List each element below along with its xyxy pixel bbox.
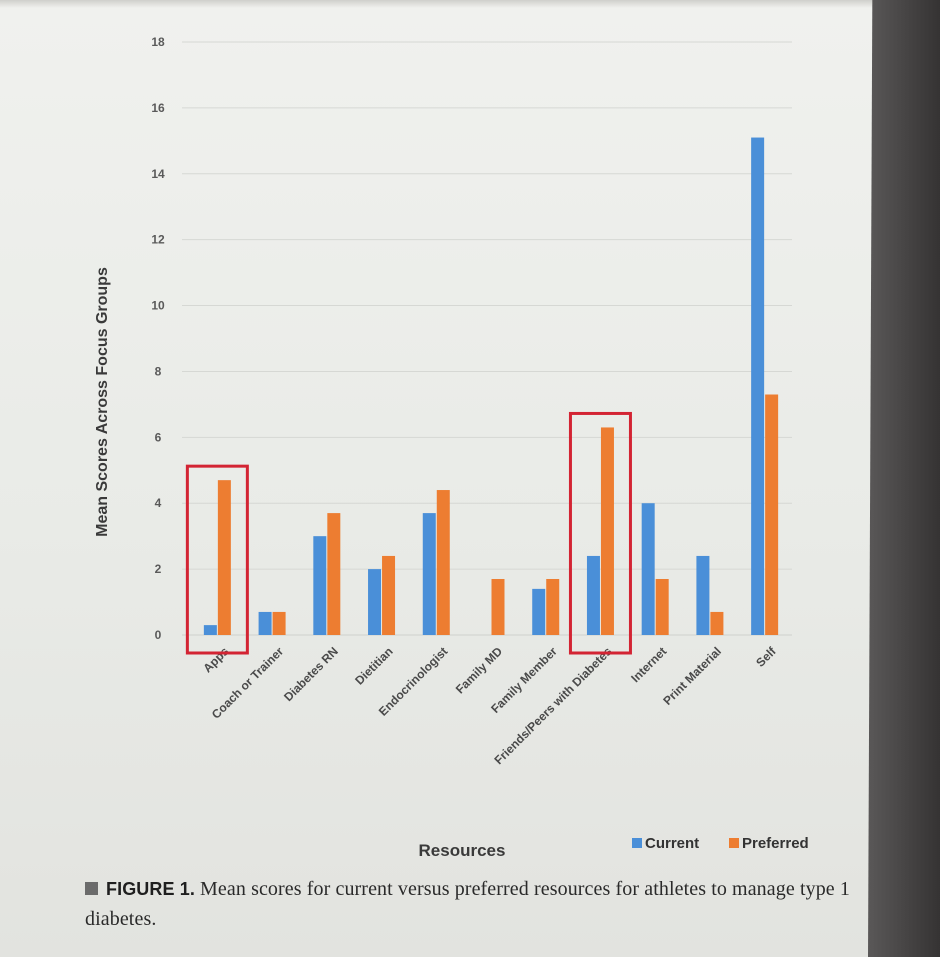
x-tick-label: Family MD bbox=[453, 644, 506, 697]
bar-preferred bbox=[600, 427, 614, 635]
x-tick-label: Self bbox=[753, 644, 779, 670]
gridlines bbox=[182, 41, 792, 636]
legend-swatch-preferred bbox=[729, 838, 739, 848]
legend-label-preferred: Preferred bbox=[742, 835, 809, 852]
bar-current bbox=[313, 536, 327, 635]
y-tick-label: 18 bbox=[151, 35, 165, 49]
bar-preferred bbox=[710, 611, 724, 635]
y-tick-label: 14 bbox=[151, 167, 165, 181]
highlight-box bbox=[568, 411, 632, 655]
figure-caption: FIGURE 1. Mean scores for current versus… bbox=[85, 874, 885, 934]
bar-preferred bbox=[382, 555, 396, 635]
highlight-box bbox=[185, 464, 249, 655]
bar-preferred bbox=[765, 394, 779, 635]
x-tick-label: Diabetes RN bbox=[281, 644, 341, 704]
y-tick-label: 4 bbox=[155, 496, 162, 510]
bar-preferred bbox=[327, 513, 341, 635]
legend-swatch-current bbox=[632, 838, 642, 848]
x-axis-title: Resources bbox=[419, 841, 506, 860]
highlight-boxes bbox=[185, 411, 632, 655]
x-tick-label: Friends/Peers with Diabetes bbox=[491, 644, 614, 767]
x-tick-label: Print Material bbox=[660, 644, 724, 708]
bar-preferred bbox=[217, 480, 231, 635]
x-tick-label: Dietitian bbox=[352, 644, 395, 687]
y-axis-title: Mean Scores Across Focus Groups bbox=[94, 267, 111, 537]
y-tick-labels: 0 2 4 6 8 10 12 14 16 18 bbox=[151, 35, 165, 642]
y-tick-label: 0 bbox=[155, 628, 162, 642]
caption-text: Mean scores for current versus preferred… bbox=[85, 878, 850, 930]
caption-square-icon bbox=[85, 882, 98, 895]
x-tick-label: Internet bbox=[628, 644, 669, 685]
bar-current bbox=[258, 611, 272, 635]
x-tick-label: Apps bbox=[200, 644, 231, 675]
legend-label-current: Current bbox=[645, 835, 699, 852]
bar-preferred bbox=[546, 578, 560, 635]
bar-preferred bbox=[655, 578, 669, 635]
bar-preferred bbox=[272, 611, 286, 635]
y-tick-label: 6 bbox=[155, 430, 162, 444]
y-tick-label: 12 bbox=[151, 233, 165, 247]
bar-current bbox=[641, 503, 655, 635]
figure-label: FIGURE 1. bbox=[106, 879, 195, 899]
legend: Current Preferred bbox=[632, 835, 809, 852]
screen-edge bbox=[868, 0, 940, 957]
bar-preferred bbox=[436, 490, 450, 635]
bar-current bbox=[368, 569, 382, 635]
bar-preferred bbox=[491, 578, 505, 635]
y-tick-label: 2 bbox=[155, 562, 162, 576]
bar-current bbox=[203, 625, 217, 635]
y-tick-label: 8 bbox=[155, 364, 162, 378]
y-tick-label: 16 bbox=[151, 101, 165, 115]
slide-top-shadow bbox=[0, 0, 880, 8]
y-tick-label: 10 bbox=[151, 299, 165, 313]
bar-current bbox=[751, 137, 765, 636]
bar-current bbox=[422, 513, 436, 635]
bar-current bbox=[532, 588, 546, 635]
bars bbox=[203, 137, 779, 636]
bar-current bbox=[696, 555, 710, 635]
bar-current bbox=[586, 555, 600, 635]
